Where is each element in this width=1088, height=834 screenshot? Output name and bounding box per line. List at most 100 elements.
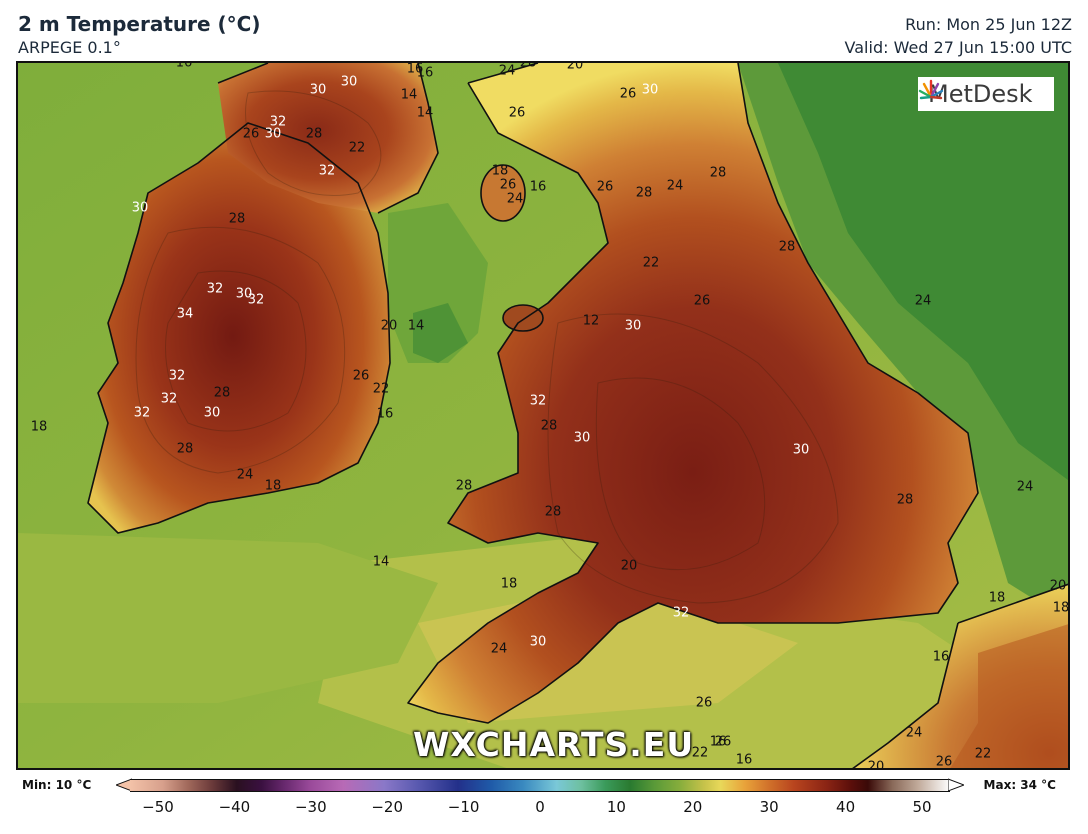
contour-label: 26 [693, 293, 711, 309]
colorbar-ticks: −50 −40 −30 −20 −10 0 10 20 30 40 50 [116, 798, 964, 820]
colorbar-tick-label: −50 [142, 798, 174, 816]
contour-label: 24 [490, 641, 508, 657]
contour-label: 30 [641, 82, 659, 98]
contour-label: 26 [508, 105, 526, 121]
chart-title: 2 m Temperature (°C) [18, 12, 261, 36]
contour-label: 22 [642, 255, 660, 271]
contour-label: 28 [305, 126, 323, 142]
contour-label: 30 [792, 442, 810, 458]
contour-label: 24 [914, 293, 932, 309]
map-canvas [18, 63, 1068, 768]
contour-label: 30 [131, 200, 149, 216]
contour-label: 18 [1052, 600, 1070, 616]
contour-label: 18 [491, 163, 509, 179]
contour-label: 20 [867, 759, 885, 770]
contour-label: 18 [264, 478, 282, 494]
metdesk-logo: MetDesk [918, 77, 1054, 111]
contour-label: 32 [133, 405, 151, 421]
contour-label: 30 [624, 318, 642, 334]
colorbar-right-arrow [948, 778, 964, 792]
contour-label: 16 [406, 61, 424, 77]
contour-label: 32 [672, 605, 690, 621]
contour-label: 26 [352, 368, 370, 384]
contour-label: 32 [168, 368, 186, 384]
legend-max-label: Max: 34 °C [983, 778, 1056, 792]
contour-label: 20 [1049, 578, 1067, 594]
colorbar [116, 776, 964, 794]
contour-label: 22 [372, 381, 390, 397]
contour-label: 30 [529, 634, 547, 650]
contour-label: 22 [348, 140, 366, 156]
contour-label: 18 [30, 419, 48, 435]
contour-label: 20 [566, 61, 584, 73]
model-name: ARPEGE 0.1° [18, 38, 121, 57]
contour-label: 30 [573, 430, 591, 446]
contour-label: 24 [498, 63, 516, 79]
contour-label: 16 [175, 61, 193, 71]
colorbar-tick-label: −10 [447, 798, 480, 816]
contour-label: 26 [242, 126, 260, 142]
contour-label: 20 [380, 318, 398, 334]
valid-time: Valid: Wed 27 Jun 15:00 UTC [844, 38, 1072, 57]
contour-label: 14 [372, 554, 390, 570]
contour-label: 26 [596, 179, 614, 195]
contour-label: 28 [540, 418, 558, 434]
colorbar-tick-label: 30 [759, 798, 779, 816]
contour-label: 28 [176, 441, 194, 457]
contour-label: 24 [1016, 479, 1034, 495]
colorbar-tick-label: 0 [535, 798, 545, 816]
colorbar-tick-label: −40 [218, 798, 251, 816]
contour-label: 28 [228, 211, 246, 227]
contour-label: 26 [499, 177, 517, 193]
metdesk-logo-icon [918, 79, 944, 100]
contour-label: 30 [235, 286, 253, 302]
temperature-map[interactable]: MetDesk 16 16 30 30 32 30 26 28 22 32 14 14 16 30 28 32… [16, 61, 1070, 770]
contour-label: 14 [400, 87, 418, 103]
contour-label: 22 [974, 746, 992, 762]
contour-label: 16 [416, 65, 434, 81]
contour-label: 26 [695, 695, 713, 711]
colorbar-left-arrow [116, 778, 132, 792]
contour-label: 30 [309, 82, 327, 98]
contour-label: 20 [620, 558, 638, 574]
contour-label: 24 [905, 725, 923, 741]
contour-label: 32 [247, 292, 265, 308]
contour-label: 16 [932, 649, 950, 665]
colorbar-tick-label: 40 [836, 798, 856, 816]
contour-label: 16 [735, 752, 753, 768]
contour-label: 16 [529, 179, 547, 195]
colorbar-tick-label: 20 [683, 798, 703, 816]
contour-label: 24 [666, 178, 684, 194]
contour-label: 26 [619, 86, 637, 102]
colorbar-tick-label: −30 [294, 798, 327, 816]
contour-label: 32 [160, 391, 178, 407]
contour-label: 28 [635, 185, 653, 201]
colorbar-tick-label: 50 [912, 798, 932, 816]
contour-label: 12 [582, 313, 600, 329]
colorbar-tick-label: 10 [606, 798, 626, 816]
contour-label: 22 [691, 745, 709, 761]
contour-label: 28 [544, 504, 562, 520]
contour-label: 30 [203, 405, 221, 421]
contour-label: 28 [213, 385, 231, 401]
metdesk-logo-text: MetDesk [928, 80, 1033, 108]
contour-label: 32 [529, 393, 547, 409]
contour-label: 18 [988, 590, 1006, 606]
contour-label: 26 [714, 734, 732, 750]
contour-label: 28 [455, 478, 473, 494]
colorbar-strip [130, 779, 950, 792]
legend-min-label: Min: 10 °C [22, 778, 92, 792]
contour-label: 30 [340, 74, 358, 90]
contour-label: 24 [236, 467, 254, 483]
contour-label: 32 [206, 281, 224, 297]
colorbar-tick-label: −20 [371, 798, 404, 816]
contour-label: 28 [709, 165, 727, 181]
contour-label: 26 [935, 754, 953, 770]
contour-label: 16 [709, 734, 727, 750]
contour-label: 16 [376, 406, 394, 422]
contour-label: 30 [264, 126, 282, 142]
contour-label: 14 [416, 105, 434, 121]
run-time: Run: Mon 25 Jun 12Z [905, 15, 1072, 34]
contour-label: 24 [506, 191, 524, 207]
contour-label: 28 [896, 492, 914, 508]
